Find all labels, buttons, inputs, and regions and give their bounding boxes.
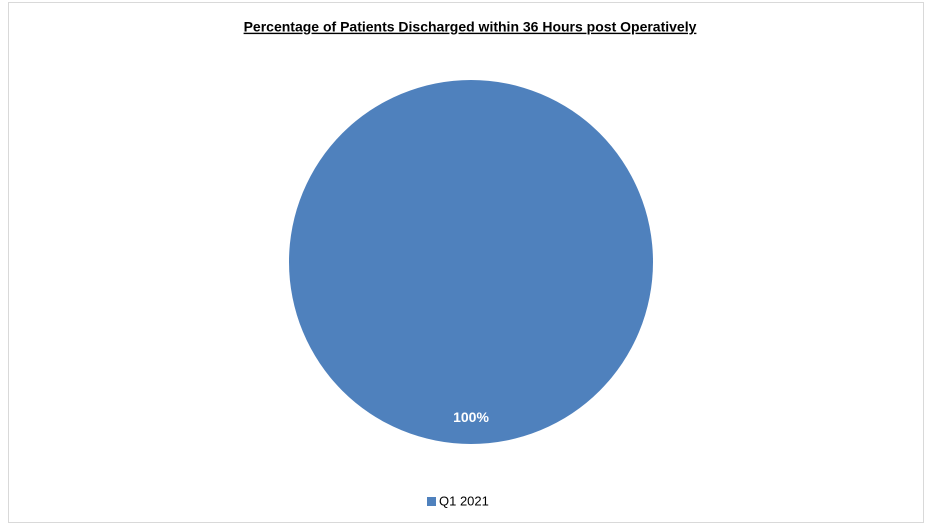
data-label: 100% <box>453 409 489 425</box>
pie-slice <box>289 80 653 444</box>
legend-label: Q1 2021 <box>439 493 489 508</box>
chart-title: Percentage of Patients Discharged within… <box>244 19 697 35</box>
legend-swatch <box>427 497 436 506</box>
